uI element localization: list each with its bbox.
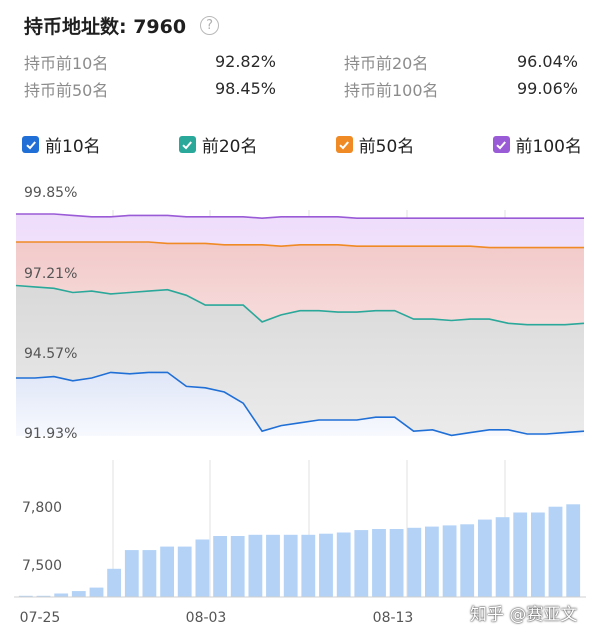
- series-line-1: [15, 284, 585, 326]
- legend-label: 前50名: [358, 137, 415, 157]
- stats-panel: 持币前10名 92.82% 持币前20名 96.04% 持币前50名 98.45…: [24, 48, 580, 102]
- bar: [495, 517, 510, 597]
- legend-label: 前20名: [201, 137, 258, 157]
- bar: [336, 532, 351, 597]
- bar: [266, 534, 280, 597]
- x-tick-label: 07-25: [20, 610, 61, 626]
- bar: [301, 534, 316, 597]
- stat-value: 92.82%: [214, 52, 276, 71]
- bar: [425, 526, 439, 597]
- y-tick-label: 99.85%: [24, 185, 77, 201]
- stat-value: 99.06%: [516, 79, 578, 98]
- series-line-3: [16, 213, 584, 220]
- checkbox-checked-icon[interactable]: [178, 136, 196, 153]
- legend-item-top10[interactable]: 前10名: [22, 132, 101, 157]
- legend-item-top50[interactable]: 前50名: [335, 132, 415, 157]
- checkbox-checked-icon[interactable]: [335, 136, 353, 153]
- bar: [54, 593, 69, 597]
- band-top20: [16, 285, 584, 436]
- band-top50: [16, 242, 584, 325]
- bar: [18, 595, 33, 597]
- bar: [548, 506, 563, 597]
- y-tick-label: 94.57%: [24, 346, 77, 362]
- series-line-2: [16, 241, 584, 249]
- bar: [354, 530, 369, 597]
- checkbox-checked-icon[interactable]: [22, 136, 39, 153]
- legend-item-top20[interactable]: 前20名: [178, 132, 258, 157]
- bar: [195, 539, 210, 597]
- y-tick-label: 97.21%: [24, 266, 77, 282]
- bar: [566, 504, 581, 597]
- bar: [248, 534, 263, 597]
- bar: [283, 534, 298, 597]
- checkbox-checked-icon[interactable]: [492, 136, 510, 153]
- y-tick-label: 7,800: [22, 500, 62, 516]
- bar: [319, 533, 333, 597]
- bar: [107, 568, 121, 597]
- legend-label: 前10名: [45, 137, 101, 157]
- legend-item-top100[interactable]: 前100名: [492, 132, 582, 157]
- bar: [531, 512, 545, 597]
- stats-row: 持币前50名 98.45% 持币前100名 99.06%: [24, 75, 580, 102]
- bar: [142, 550, 157, 597]
- series-line-0: [16, 371, 585, 437]
- stat-value: 96.04%: [516, 52, 578, 71]
- bar: [442, 525, 457, 597]
- bar: [460, 524, 475, 597]
- stats-row: 持币前10名 92.82% 持币前20名 96.04%: [24, 48, 580, 75]
- chart-legend: 前10名 前20名 前50名 前100名: [22, 132, 582, 157]
- header: 持币地址数: 7960 ?: [24, 12, 220, 38]
- bar: [177, 546, 192, 597]
- address-count-bar-chart: 7,800 7,500 07-25 08-03 08-13: [14, 460, 586, 626]
- legend-label: 前100名: [515, 137, 582, 157]
- bar: [230, 536, 245, 597]
- stat-value: 98.45%: [214, 79, 276, 98]
- bar: [36, 595, 51, 597]
- y-tick-label: 91.93%: [24, 426, 77, 442]
- bar: [513, 512, 528, 597]
- bar: [407, 527, 422, 597]
- x-tick-label: 08-03: [186, 610, 227, 626]
- y-tick-label: 7,500: [22, 558, 62, 574]
- page-title: 持币地址数: 7960: [24, 15, 187, 38]
- watermark: 知乎 @赛亚文: [470, 605, 578, 625]
- x-tick-label: 08-13: [373, 610, 414, 626]
- bar: [160, 546, 174, 597]
- stat-label: 持币前100名: [344, 80, 439, 100]
- bar: [372, 529, 386, 597]
- holder-share-line-chart: 99.85% 97.21% 94.57% 91.93%: [15, 185, 585, 442]
- band-top100: [16, 214, 584, 248]
- help-icon[interactable]: ?: [200, 15, 220, 35]
- bar: [389, 529, 404, 597]
- stat-label: 持币前20名: [344, 53, 429, 73]
- bar: [213, 536, 227, 597]
- stat-label: 持币前10名: [24, 53, 109, 73]
- bar: [89, 587, 104, 597]
- band-top10: [16, 372, 584, 436]
- bar: [478, 519, 492, 597]
- bar: [124, 550, 139, 597]
- stat-label: 持币前50名: [24, 80, 109, 100]
- bar: [71, 591, 86, 597]
